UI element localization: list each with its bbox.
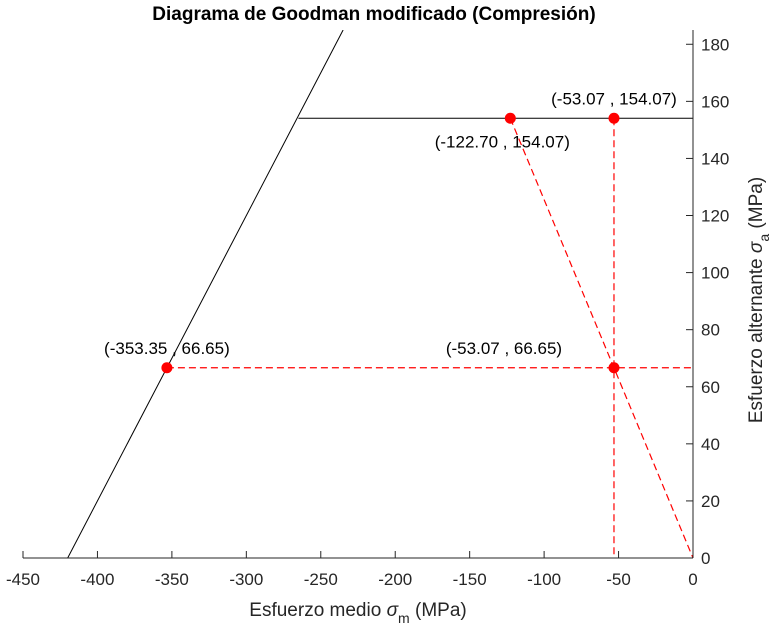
plot-area: (-53.07 , 154.07) (-122.70 , 154.07) (-353… xyxy=(67,30,693,558)
data-point-1 xyxy=(504,112,516,124)
x-axis-label-suffix: (MPa) xyxy=(410,600,467,621)
y-tick-label-9: 180 xyxy=(701,35,729,54)
x-axis-label-prefix: Esfuerzo medio xyxy=(249,600,386,621)
point-label-3: (-53.07 , 66.65) xyxy=(446,339,562,358)
y-tick-label-0: 0 xyxy=(701,549,710,568)
y-tick-label-2: 40 xyxy=(701,435,720,454)
x-tick-label-0: -450 xyxy=(6,570,40,589)
x-axis-label-symbol: σ xyxy=(387,600,400,621)
axes: -450 -400 -350 -300 -250 -200 -150 -100 -50 00 20 4… xyxy=(6,30,729,589)
y-axis-label-prefix: Esfuerzo alternante xyxy=(746,253,767,423)
data-point-2 xyxy=(161,362,173,374)
y-tick-label-1: 20 xyxy=(701,492,720,511)
y-tick-label-4: 80 xyxy=(701,321,720,340)
x-tick-label-6: -150 xyxy=(453,570,487,589)
x-tick-label-9: 0 xyxy=(688,570,697,589)
y-axis-label-suffix: (MPa) xyxy=(746,177,767,234)
series-line-0 xyxy=(67,30,344,558)
x-tick-label-1: -400 xyxy=(80,570,114,589)
x-tick-label-3: -300 xyxy=(229,570,263,589)
data-point-0 xyxy=(608,112,620,124)
x-axis-label-sub: m xyxy=(398,610,410,626)
y-axis-label-sub: a xyxy=(756,234,772,242)
y-tick-label-3: 60 xyxy=(701,378,720,397)
x-tick-label-7: -100 xyxy=(527,570,561,589)
series-line-2 xyxy=(509,118,693,558)
x-tick-label-4: -250 xyxy=(304,570,338,589)
y-tick-label-8: 160 xyxy=(701,92,729,111)
x-tick-label-5: -200 xyxy=(378,570,412,589)
point-label-2: (-353.35 , 66.65) xyxy=(104,339,230,358)
point-label-1: (-122.70 , 154.07) xyxy=(435,132,570,151)
chart-title: Diagrama de Goodman modificado (Compresi… xyxy=(152,4,595,25)
x-axis-label: Esfuerzo medio σm (MPa) xyxy=(249,600,466,626)
y-axis-label: Esfuerzo alternante σa (MPa) xyxy=(746,177,772,423)
x-tick-label-2: -350 xyxy=(155,570,189,589)
point-label-0: (-53.07 , 154.07) xyxy=(551,89,677,108)
y-tick-label-7: 140 xyxy=(701,149,729,168)
y-tick-label-6: 120 xyxy=(701,207,729,226)
y-axis-label-symbol: σ xyxy=(746,240,767,253)
series-group xyxy=(67,30,693,558)
y-tick-label-5: 100 xyxy=(701,264,729,283)
data-point-3 xyxy=(608,362,620,374)
x-tick-label-8: -50 xyxy=(606,570,631,589)
